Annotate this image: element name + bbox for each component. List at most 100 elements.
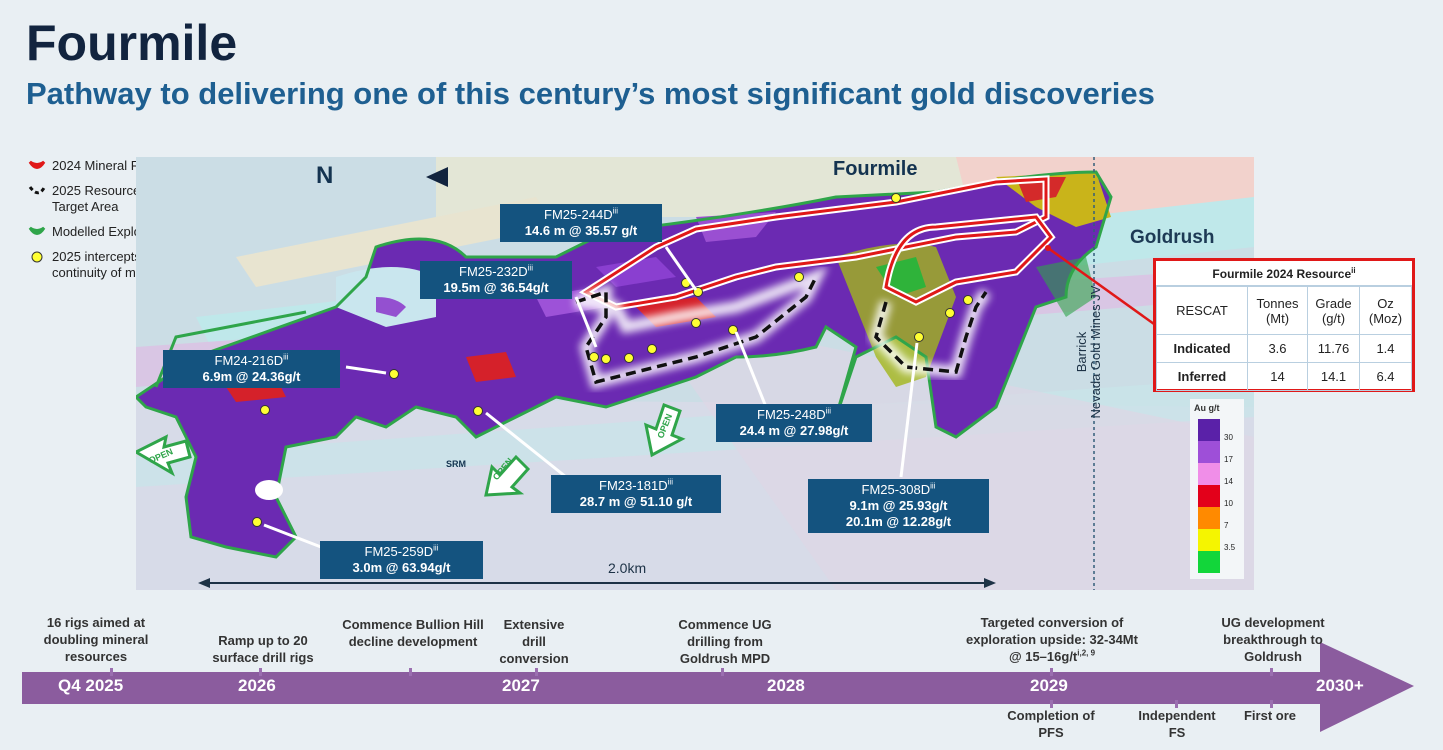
timeline-tick — [1270, 700, 1273, 708]
milestone-first-ore: First ore — [1243, 708, 1296, 723]
resource-table: Fourmile 2024 Resourceii RESCAT Tonnes (… — [1153, 258, 1415, 392]
colorbar-swatch — [1198, 463, 1220, 485]
timeline-year: 2028 — [767, 676, 805, 695]
milestone-drill-conversion: Extensive drill conversion — [499, 617, 569, 666]
column-header: Oz (Moz) — [1359, 286, 1412, 335]
page-subtitle: Pathway to delivering one of this centur… — [26, 76, 1155, 111]
timeline-year: 2026 — [238, 676, 276, 695]
intercept-dot — [589, 352, 599, 362]
column-header: Grade (g/t) — [1307, 286, 1360, 335]
intercept-dot — [647, 344, 657, 354]
intercept-dot — [945, 308, 955, 318]
table-row: Indicated 3.6 11.76 1.4 — [1156, 334, 1412, 363]
north-arrow-icon — [426, 167, 448, 187]
timeline-arrow — [22, 642, 1414, 732]
timeline-tick — [1175, 700, 1178, 708]
table-cell: 14 — [1247, 362, 1308, 391]
footnote-ref: i,2, 9 — [1077, 648, 1096, 658]
footnote-ref: iii — [283, 352, 289, 362]
colorbar-swatch — [1198, 485, 1220, 507]
intercept-dot — [891, 193, 901, 203]
footnote-ref: iii — [825, 406, 831, 416]
resource-table-title: Fourmile 2024 Resourceii — [1156, 261, 1412, 286]
table-header-row: RESCAT Tonnes (Mt) Grade (g/t) Oz (Moz) — [1156, 286, 1412, 335]
timeline-tick — [1050, 668, 1053, 676]
column-header: RESCAT — [1156, 286, 1248, 335]
milestone-targeted-conversion: Targeted conversion of exploration upsid… — [966, 615, 1138, 664]
intercept-result-2: 20.1m @ 12.28g/t — [845, 514, 952, 529]
footnote-ref: iii — [930, 481, 936, 491]
intercept-dot — [252, 517, 262, 527]
scale-label: 2.0km — [608, 560, 647, 576]
timeline-year: 2029 — [1030, 676, 1068, 695]
callout-fm25-259d: FM25-259Diii 3.0m @ 63.94g/t — [320, 541, 483, 579]
table-cell: 14.1 — [1307, 362, 1360, 391]
srm-label: SRM — [446, 459, 466, 469]
callout-fm25-244d: FM25-244Diii 14.6 m @ 35.57 g/t — [500, 204, 662, 242]
goldrush-label: Goldrush — [1130, 227, 1215, 248]
intercept-dot — [601, 354, 611, 364]
footnote-ref: iii — [612, 206, 618, 216]
timeline-year: Q4 2025 — [58, 676, 124, 695]
hole-id: FM25-259D — [364, 544, 434, 559]
open-arrow-icon — [136, 434, 192, 477]
colorbar-swatch — [1198, 529, 1220, 551]
timeline-tick — [721, 668, 724, 676]
hole-id: FM23-181D — [599, 478, 668, 493]
milestone-pfs: Completion of PFS — [1007, 708, 1095, 740]
intercept-dot — [914, 332, 924, 342]
intercept-dot — [728, 325, 738, 335]
green-outline-icon — [28, 226, 46, 235]
timeline-tick — [259, 668, 262, 676]
row-header: Inferred — [1156, 362, 1248, 391]
table-cell: 6.4 — [1359, 362, 1412, 391]
intercept-dot — [794, 272, 804, 282]
timeline-year: 2030+ — [1316, 676, 1364, 695]
colorbar-swatch — [1198, 419, 1220, 441]
page-title: Fourmile — [26, 15, 238, 71]
footnote-ref: iii — [667, 477, 673, 487]
hole-id: FM25-248D — [757, 407, 826, 422]
hole-id: FM24-216D — [214, 353, 284, 368]
timeline-tick — [1270, 668, 1273, 676]
callout-fm25-248d: FM25-248Diii 24.4 m @ 27.98g/t — [716, 404, 872, 442]
milestone-2026: Ramp up to 20 surface drill rigs — [212, 633, 314, 665]
colorbar-label: 14 — [1224, 477, 1233, 486]
hole-id: FM25-308D — [861, 482, 931, 497]
intercept-result: 28.7 m @ 51.10 g/t — [579, 494, 693, 509]
fourmile-label: Fourmile — [833, 158, 918, 180]
intercept-result: 24.4 m @ 27.98g/t — [739, 423, 849, 438]
row-header: Indicated — [1156, 334, 1248, 363]
intercept-result: 14.6 m @ 35.57 g/t — [524, 223, 638, 238]
timeline-tick — [110, 668, 113, 676]
colorbar-label: 17 — [1224, 455, 1233, 464]
footnote-ref: iii — [527, 263, 533, 273]
intercept-dot — [473, 406, 483, 416]
timeline-tick — [409, 668, 412, 676]
intercept-result: 9.1m @ 25.93g/t — [849, 498, 948, 513]
milestone-fs: Independent FS — [1138, 708, 1216, 740]
intercept-result: 6.9m @ 24.36g/t — [202, 369, 301, 384]
callout-fm23-181d: FM23-181Diii 28.7 m @ 51.10 g/t — [551, 475, 721, 513]
callout-fm24-216d: FM24-216Diii 6.9m @ 24.36g/t — [163, 350, 340, 388]
open-arrow-icon — [643, 403, 686, 458]
footnote-ref: iii — [433, 543, 439, 553]
open-arrow-icon — [484, 454, 531, 497]
timeline-year: 2027 — [502, 676, 540, 695]
table-cell: 11.76 — [1307, 334, 1360, 363]
colorbar-label: 3.5 — [1224, 543, 1236, 552]
table-cell: 3.6 — [1247, 334, 1308, 363]
intercept-result: 3.0m @ 63.94g/t — [352, 560, 451, 575]
intercept-dot — [260, 405, 270, 415]
intercept-dot — [624, 353, 634, 363]
colorbar-swatch — [1198, 551, 1220, 573]
column-header: Tonnes (Mt) — [1247, 286, 1308, 335]
colorbar-label: 30 — [1224, 433, 1233, 442]
intercept-result: 19.5m @ 36.54g/t — [443, 280, 549, 295]
intercept-dot — [963, 295, 973, 305]
resource-grid: RESCAT Tonnes (Mt) Grade (g/t) Oz (Moz) … — [1156, 286, 1412, 391]
yellow-dot-icon — [31, 251, 43, 263]
table-cell: 1.4 — [1359, 334, 1412, 363]
black-dashed-outline-icon — [28, 186, 46, 195]
colorbar-title: Au g/t — [1194, 403, 1220, 413]
